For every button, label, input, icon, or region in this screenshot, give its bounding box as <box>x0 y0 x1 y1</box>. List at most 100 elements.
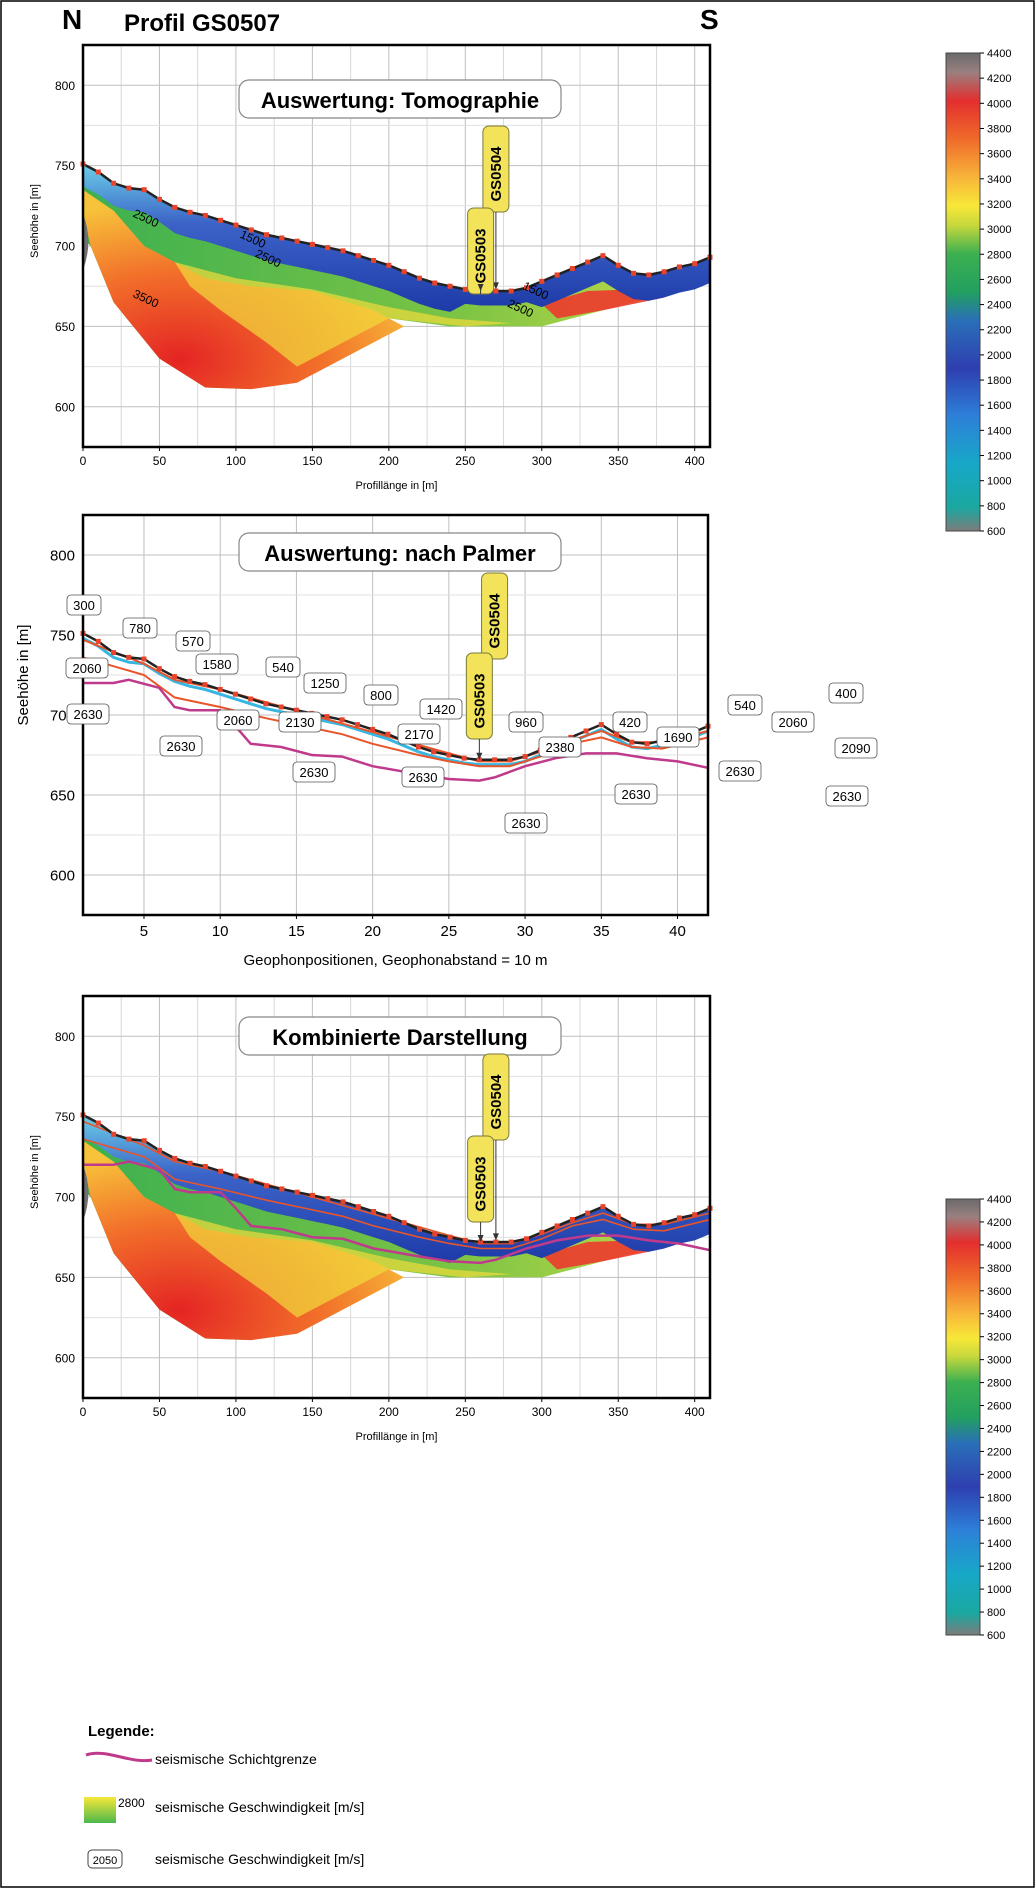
x-axis-label: Geophonpositionen, Geophonabstand = 10 m <box>244 952 548 969</box>
geophone-marker <box>446 752 452 758</box>
colorbar-tick-label: 3400 <box>987 174 1011 186</box>
geophone-marker <box>569 266 575 272</box>
geophone-marker <box>371 1208 377 1214</box>
geophone-marker <box>264 232 270 238</box>
borehole-gs0504-arrow-head <box>492 1233 499 1241</box>
velocity-label: 2060 <box>779 715 808 730</box>
geophone-marker <box>248 696 254 702</box>
x-axis-label: Profillänge in [m] <box>356 1431 438 1443</box>
velocity-field <box>83 164 710 390</box>
geophone-marker <box>111 180 117 186</box>
velocity-label: 540 <box>272 660 294 675</box>
plot-frame <box>81 994 712 1400</box>
velocity-label-box <box>401 766 445 788</box>
velocity-label-box <box>159 735 203 757</box>
geophone-marker <box>585 259 591 265</box>
yellow-velocity-zone <box>174 262 512 367</box>
geophone-marker <box>614 731 620 737</box>
geophone-marker <box>232 691 238 697</box>
colorbar-bar <box>945 52 981 532</box>
geophone-marker <box>324 714 330 720</box>
geophone-marker <box>462 1237 468 1243</box>
geophone-marker <box>631 1221 637 1227</box>
geophone-marker <box>156 1147 162 1153</box>
legend-gradient-swatch <box>84 1797 116 1823</box>
geophone-marker <box>95 169 101 175</box>
x-tick-label: 350 <box>608 1405 628 1419</box>
geophone-marker <box>385 731 391 737</box>
colorbar-tick-label: 3600 <box>987 149 1011 161</box>
colorbar-tick-label: 2000 <box>987 1469 1011 1481</box>
velocity-label-box <box>292 761 336 783</box>
geophone-marker <box>110 650 116 656</box>
geophone-marker <box>354 722 360 728</box>
geophone-marker <box>218 217 224 223</box>
y-tick-label: 650 <box>50 788 75 805</box>
y-tick-label: 800 <box>55 79 75 93</box>
chart-title-box <box>238 79 562 119</box>
y-tick-label: 600 <box>50 868 75 885</box>
geophone-marker <box>340 248 346 254</box>
geophone-marker <box>585 1210 591 1216</box>
colorbar-tick-label: 3200 <box>987 199 1011 211</box>
legend-gradient-value: 2800 <box>118 1796 145 1810</box>
velocity-label: 2380 <box>546 740 575 755</box>
geophone-marker <box>415 744 421 750</box>
geophone-marker <box>141 187 147 193</box>
velocity-label-box <box>195 653 239 675</box>
x-tick-label: 350 <box>608 454 628 468</box>
geophone-marker <box>507 757 513 763</box>
x-tick-label: 300 <box>532 1405 552 1419</box>
borehole-gs0503-arrow-head <box>477 1235 484 1243</box>
geophone-marker <box>661 269 667 275</box>
colorbar-tick-label: 2800 <box>987 249 1011 261</box>
geophone-marker <box>676 264 682 270</box>
velocity-label: 540 <box>734 698 756 713</box>
velocity-label: 2130 <box>286 715 315 730</box>
y-tick-label: 650 <box>55 320 75 334</box>
velocity-label: 2630 <box>167 739 196 754</box>
grey-velocity-zone <box>83 213 89 271</box>
x-axis-label: Profillänge in [m] <box>356 480 438 492</box>
geophone-marker <box>461 755 467 761</box>
y-tick-label: 600 <box>55 1351 75 1365</box>
borehole-gs0503-arrow-head <box>476 752 483 760</box>
chart-title: Auswertung: nach Palmer <box>264 541 536 566</box>
velocity-label-box <box>216 709 260 731</box>
figure-title: Profil GS0507 <box>124 10 280 37</box>
colorbar-tick-label: 2600 <box>987 1401 1011 1413</box>
velocity-label: 2630 <box>622 787 651 802</box>
geophone-marker <box>248 227 254 233</box>
geophone-marker <box>202 1163 208 1169</box>
y-tick-label: 800 <box>50 548 75 565</box>
colorbar-tick-label: 1200 <box>987 1561 1011 1573</box>
colorbar-tick-label: 600 <box>987 526 1005 538</box>
colorbar-tick-label: 600 <box>987 1630 1005 1642</box>
velocity-label: 2060 <box>224 713 253 728</box>
geophone-marker <box>325 245 331 251</box>
velocity-label: 1690 <box>664 730 693 745</box>
velocity-label: 2170 <box>405 727 434 742</box>
geophone-marker <box>539 278 545 284</box>
geophone-marker <box>111 1131 117 1137</box>
geophone-marker <box>416 275 422 281</box>
geophone-marker <box>187 209 193 215</box>
borehole-gs0504-box <box>481 572 509 660</box>
velocity-label-box <box>656 726 700 748</box>
x-tick-label: 50 <box>153 454 167 468</box>
colorbar-tick-label: 1800 <box>987 375 1011 387</box>
geophone-marker <box>264 1183 270 1189</box>
velocity-label-box <box>538 736 582 758</box>
geophone-marker <box>263 701 269 707</box>
geophone-marker <box>631 270 637 276</box>
geophone-marker <box>141 1138 147 1144</box>
velocity-label-box <box>66 594 102 616</box>
geophone-marker <box>492 757 498 763</box>
velocity-label-box <box>419 698 463 720</box>
chart-title-box <box>238 532 562 572</box>
geophone-marker <box>126 1136 132 1142</box>
geophone-marker <box>233 222 239 228</box>
geophone-marker <box>692 1212 698 1218</box>
